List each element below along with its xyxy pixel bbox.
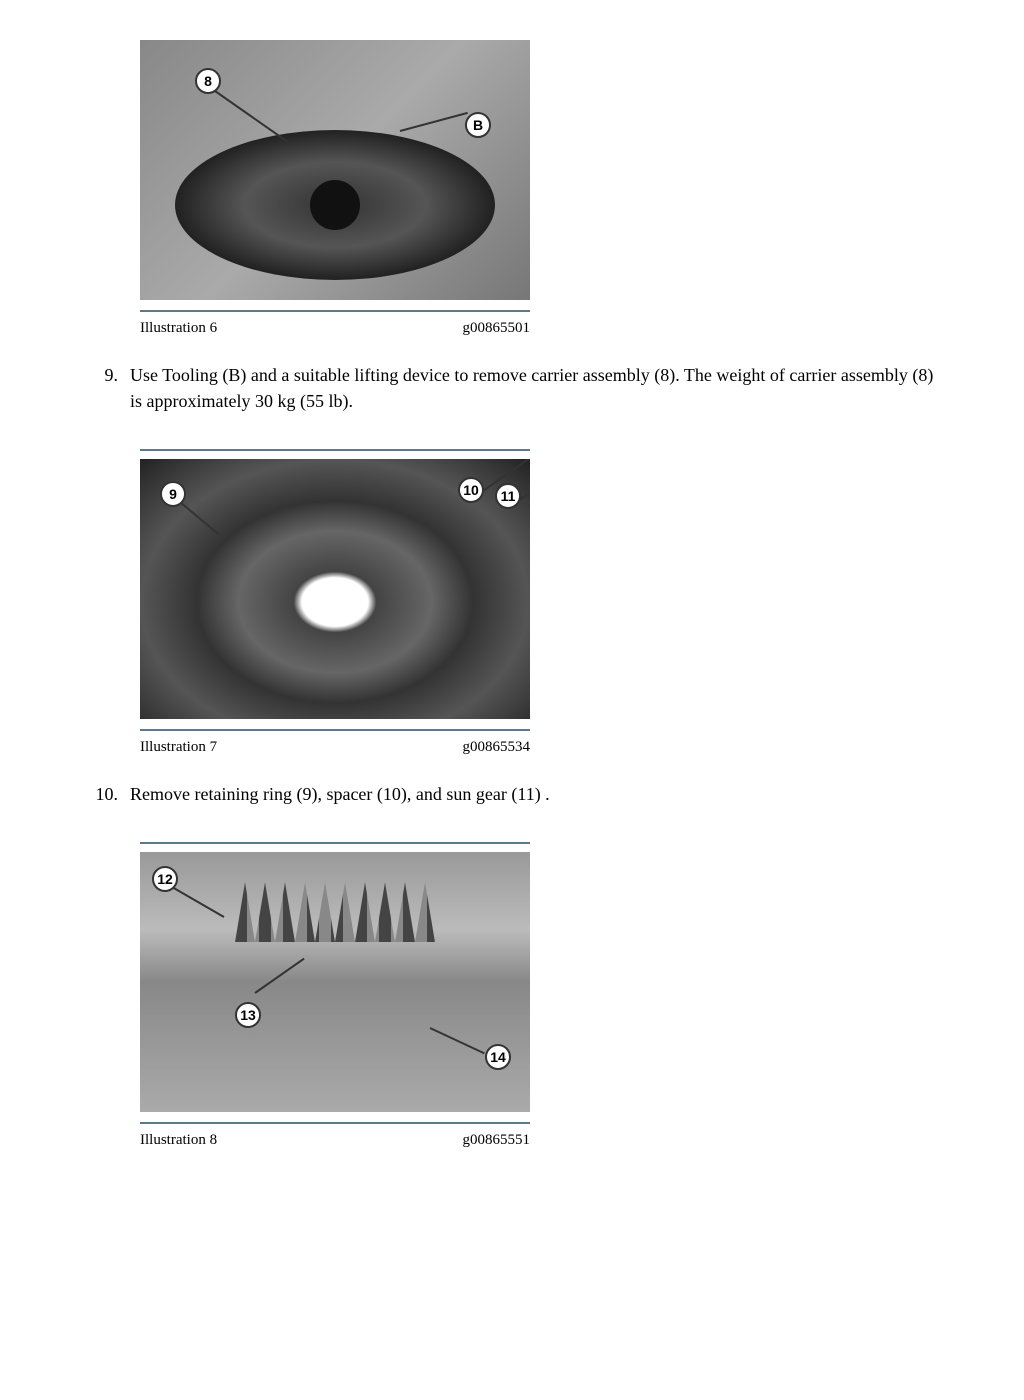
callout-11: 11 <box>495 483 521 509</box>
callout-B: B <box>465 112 491 138</box>
illustration-6-block: 8 B Illustration 6 g00865501 <box>140 40 944 337</box>
illustration-label: Illustration 8 <box>140 1132 217 1149</box>
step-text: Use Tooling (B) and a suitable lifting d… <box>130 362 944 414</box>
illustration-8-caption: Illustration 8 g00865551 <box>140 1132 530 1149</box>
illustration-ref: g00865501 <box>463 320 531 337</box>
step-number: 9. <box>80 362 130 414</box>
illustration-7-block: 9 10 11 Illustration 7 g00865534 <box>140 449 944 756</box>
callout-14: 14 <box>485 1044 511 1070</box>
callout-line <box>214 90 289 143</box>
step-9: 9. Use Tooling (B) and a suitable liftin… <box>80 362 944 414</box>
step-text: Remove retaining ring (9), spacer (10), … <box>130 781 944 807</box>
callout-10: 10 <box>458 477 484 503</box>
illustration-ref: g00865534 <box>463 739 531 756</box>
illustration-divider <box>140 449 530 451</box>
illustration-divider <box>140 310 530 312</box>
illustration-label: Illustration 7 <box>140 739 217 756</box>
illustration-6-image: 8 B <box>140 40 530 300</box>
callout-line <box>172 886 225 918</box>
step-10: 10. Remove retaining ring (9), spacer (1… <box>80 781 944 807</box>
illustration-7-image: 9 10 11 <box>140 459 530 719</box>
callout-13: 13 <box>235 1002 261 1028</box>
callout-line <box>400 112 468 132</box>
step-number: 10. <box>80 781 130 807</box>
illustration-divider <box>140 1122 530 1124</box>
callout-line <box>430 1027 485 1054</box>
illustration-label: Illustration 6 <box>140 320 217 337</box>
illustration-8-block: 12 13 14 Illustration 8 g00865551 <box>140 842 944 1149</box>
illustration-7-caption: Illustration 7 g00865534 <box>140 739 530 756</box>
gear-teeth-graphic <box>235 882 435 942</box>
callout-9: 9 <box>160 481 186 507</box>
illustration-divider <box>140 729 530 731</box>
illustration-8-image: 12 13 14 <box>140 852 530 1112</box>
illustration-divider <box>140 842 530 844</box>
callout-8: 8 <box>195 68 221 94</box>
callout-line <box>254 958 304 994</box>
illustration-ref: g00865551 <box>463 1132 531 1149</box>
illustration-6-caption: Illustration 6 g00865501 <box>140 320 530 337</box>
callout-line <box>179 501 219 535</box>
